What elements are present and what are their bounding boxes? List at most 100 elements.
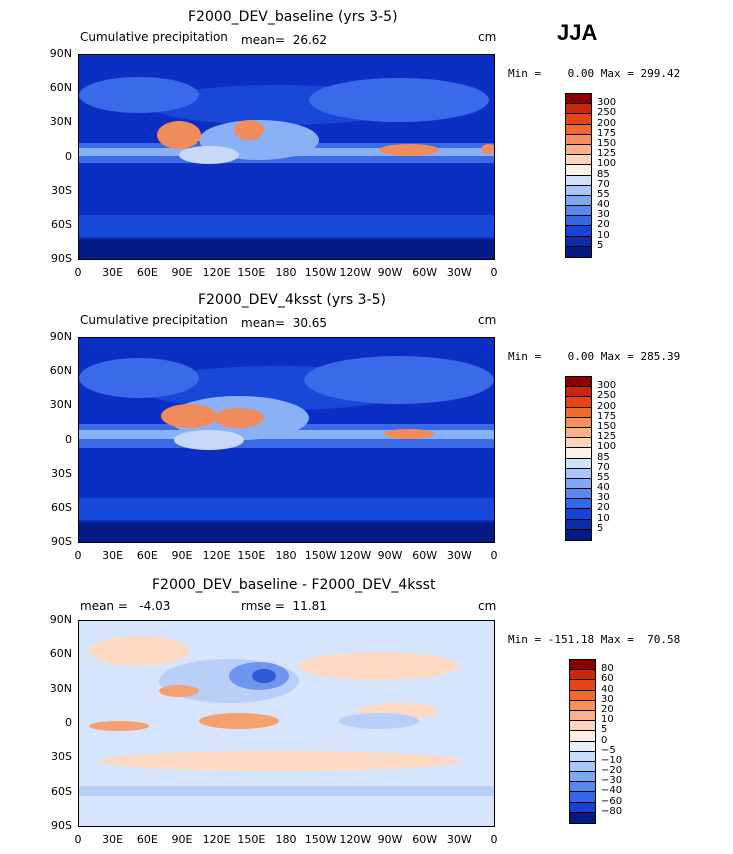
panel-minmax: Min = -151.18 Max = 70.58 (508, 633, 681, 646)
colorbar-segment (566, 509, 591, 520)
season-label: JJA (557, 20, 598, 45)
latitude-tick-label: 0 (65, 716, 72, 729)
latitude-tick-label: 90S (51, 252, 72, 265)
longitude-tick-label: 120W (339, 266, 372, 279)
longitude-tick-label: 150E (237, 549, 266, 562)
panel-rmse: rmse = 11.81 (241, 599, 327, 613)
colorbar-label: 40 (601, 683, 614, 695)
colorbar-label: 300 (597, 380, 617, 392)
colorbar-segment (566, 226, 591, 237)
colorbar-segment (566, 377, 591, 388)
colorbar-label: 100 (597, 441, 617, 453)
panel-mean: mean = -4.03 (80, 599, 171, 613)
colorbar-segment (566, 216, 591, 227)
colorbar-label: 250 (597, 390, 617, 402)
colorbar-label: 5 (601, 724, 608, 736)
colorbar-segment (566, 155, 591, 166)
colorbar-label: −20 (601, 765, 623, 777)
colorbar-segment (566, 397, 591, 408)
colorbar-label: 5 (597, 522, 604, 534)
latitude-tick-label: 90N (49, 47, 72, 60)
longitude-tick-label: 60E (136, 266, 158, 279)
longitude-tick-label: 120W (339, 833, 372, 846)
panel-minmax: Min = 0.00 Max = 285.39 (508, 350, 681, 363)
colorbar-segment (570, 751, 595, 762)
longitude-tick-label: 30E (102, 549, 124, 562)
colorbar-segment (570, 741, 595, 752)
colorbar (565, 93, 592, 258)
colorbar-segment (566, 438, 591, 449)
latitude-tick-label: 90S (51, 819, 72, 832)
colorbar-label: −30 (601, 775, 623, 787)
longitude-tick-label: 180 (275, 549, 297, 562)
colorbar-label: −40 (601, 785, 623, 797)
longitude-tick-label: 60E (136, 833, 158, 846)
colorbar-segment (570, 721, 595, 732)
longitude-tick-label: 90E (171, 833, 193, 846)
longitude-tick-label: 120E (202, 266, 231, 279)
longitude-tick-label: 90W (377, 549, 403, 562)
colorbar-label: 125 (597, 431, 617, 443)
colorbar-segment (566, 175, 591, 186)
longitude-tick-label: 120W (339, 549, 372, 562)
colorbar-segment (566, 236, 591, 247)
colorbar-label: 175 (597, 410, 617, 422)
longitude-tick-label: 60E (136, 549, 158, 562)
colorbar-label: 80 (601, 663, 614, 675)
colorbar-segment (566, 206, 591, 217)
colorbar-segment (566, 468, 591, 479)
colorbar-segment (570, 660, 595, 671)
colorbar-segment (566, 448, 591, 459)
colorbar-segment (570, 802, 595, 813)
latitude-tick-label: 60N (49, 81, 72, 95)
colorbar-label: 30 (597, 492, 610, 504)
colorbar-segment (570, 782, 595, 793)
panel-units: cm (478, 599, 497, 613)
longitude-tick-label: 30E (102, 266, 124, 279)
colorbar-label: 125 (597, 148, 617, 160)
colorbar (565, 376, 592, 541)
colorbar-label: 70 (597, 461, 610, 473)
panel-title: F2000_DEV_baseline - F2000_DEV_4ksst (152, 577, 436, 593)
colorbar-label: 10 (597, 512, 610, 524)
colorbar (569, 659, 596, 824)
colorbar-label: −10 (601, 754, 623, 766)
colorbar-label: 300 (597, 97, 617, 109)
colorbar-segment (566, 144, 591, 156)
colorbar-segment (566, 427, 591, 439)
colorbar-label: 20 (597, 219, 610, 231)
latitude-tick-label: 90S (51, 535, 72, 548)
longitude-tick-label: 90E (171, 266, 193, 279)
colorbar-segment (566, 499, 591, 510)
longitude-tick-label: 0 (74, 549, 82, 562)
colorbar-segment (566, 529, 591, 540)
panel-units: cm (478, 30, 497, 44)
colorbar-segment (570, 792, 595, 803)
colorbar-label: 30 (601, 693, 614, 705)
longitude-tick-label: 60W (412, 833, 438, 846)
longitude-tick-label: 30W (446, 266, 472, 279)
latitude-tick-label: 60S (51, 217, 72, 231)
colorbar-label: −60 (601, 795, 623, 807)
latitude-tick-label: 0 (65, 432, 72, 446)
colorbar-label: 85 (597, 451, 610, 463)
longitude-tick-label: 0 (490, 266, 498, 279)
longitude-tick-label: 150E (237, 833, 266, 846)
colorbar-label: 200 (597, 400, 617, 412)
colorbar-label: 70 (597, 178, 610, 190)
colorbar-segment (566, 124, 591, 135)
longitude-tick-label: 90W (377, 266, 403, 279)
colorbar-label: 250 (597, 107, 617, 119)
precip-map (78, 337, 495, 543)
colorbar-segment (570, 772, 595, 783)
colorbar-segment (566, 489, 591, 500)
colorbar-segment (570, 680, 595, 691)
colorbar-label: 60 (601, 673, 614, 685)
colorbar-label: −80 (601, 805, 623, 817)
colorbar-label: −5 (601, 744, 616, 756)
colorbar-label: 40 (597, 199, 610, 211)
panel-title: F2000_DEV_baseline (yrs 3-5) (188, 9, 398, 25)
colorbar-segment (566, 458, 591, 469)
latitude-tick-label: 30N (49, 681, 72, 695)
longitude-tick-label: 0 (490, 549, 498, 562)
